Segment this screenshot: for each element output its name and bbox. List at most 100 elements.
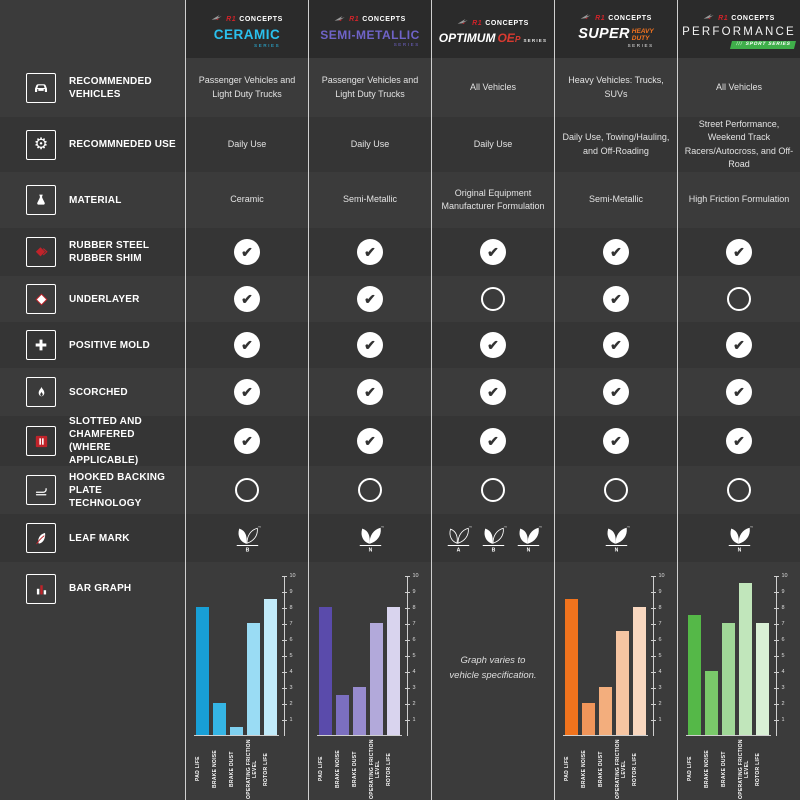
row-label-underlayer: UNDERLAYER — [0, 276, 185, 322]
feature-cell: ✔ — [677, 368, 800, 416]
row-positive-mold: POSITIVE MOLD ✔ ✔ ✔ ✔ ✔ — [0, 322, 800, 368]
flask-icon — [26, 185, 56, 215]
brand-prefix: R1 — [226, 15, 237, 23]
eagle-icon — [457, 18, 469, 28]
axis-label-brake-dust: BRAKE DUST — [720, 751, 727, 787]
series-title-super-heavy-duty: SUPER HEAVY DUTY SERIES — [578, 26, 654, 49]
svg-text:™: ™ — [504, 525, 507, 529]
empty-circle-icon — [727, 478, 751, 502]
check-icon: ✔ — [480, 379, 506, 405]
cell-use-performance: Street Performance, Weekend Track Racers… — [677, 117, 800, 172]
row-label-leaf-mark: LEAF MARK — [0, 514, 185, 562]
row-recommended-use: ⚙ RECOMMNEDED USE Daily Use Daily Use Da… — [0, 117, 800, 172]
plus-icon — [26, 330, 56, 360]
row-material: MATERIAL Ceramic Semi-Metallic Original … — [0, 172, 800, 228]
bar-brake-noise — [212, 703, 226, 735]
axis-label-pad-life: PAD LIFE — [317, 756, 324, 782]
flame-icon — [26, 377, 56, 407]
bar-brake-dust — [721, 623, 735, 735]
cell-use-semi-metallic: Daily Use — [308, 117, 431, 172]
feature-cell: ✔ — [554, 228, 677, 276]
check-icon: ✔ — [603, 428, 629, 454]
r1-concepts-logo: R1 CONCEPTS — [457, 18, 529, 28]
series-title-semi-metallic: SEMI-METALLIC SERIES — [320, 27, 420, 47]
chart-performance: 1 2 3 4 5 6 7 8 9 10 PAD LIFE BRAKE NOISE BRAKE DUST… — [677, 562, 800, 800]
axis-label-operating-friction-level: OPERATING FRICTION LEVEL — [245, 739, 258, 799]
check-icon: ✔ — [726, 239, 752, 265]
gear-icon: ⚙ — [26, 129, 56, 160]
header-spacer — [0, 0, 185, 58]
series-title-optimum: OPTIMUM OE P SERIES — [438, 31, 548, 45]
feature-cell — [431, 466, 554, 514]
check-icon: ✔ — [357, 428, 383, 454]
chart-ceramic: 1 2 3 4 5 6 7 8 9 10 PAD LIFE BRAKE NOISE BRAKE DUST… — [185, 562, 308, 800]
eagle-icon — [580, 13, 592, 23]
bargraph-icon — [26, 574, 56, 604]
column-header-performance: R1 CONCEPTS PERFORMANCE /// SPORT SERIES — [677, 0, 800, 58]
feature-cell: ✔ — [677, 416, 800, 466]
check-icon: ✔ — [480, 428, 506, 454]
cell-leaf-optimum: A ™ B ™ N ™ — [431, 514, 554, 562]
feature-cell: ✔ — [308, 228, 431, 276]
feature-cell: ✔ — [554, 276, 677, 322]
row-hooked-backing-plate: HOOKED BACKING PLATE TECHNOLOGY — [0, 466, 800, 514]
bar-operating-friction-level — [369, 623, 383, 735]
graph-varies-note: Graph varies to vehicle specification. — [449, 655, 537, 681]
feature-cell — [431, 276, 554, 322]
svg-text:™: ™ — [469, 525, 472, 529]
feature-cell — [677, 466, 800, 514]
svg-text:™: ™ — [381, 525, 384, 529]
row-label-recommended-vehicles: RECOMMENDED VEHICLES — [0, 58, 185, 117]
bar-chart: 1 2 3 4 5 6 7 8 9 10 PAD LIFE BRAKE NOISE BRAKE DUST… — [316, 573, 424, 799]
check-icon: ✔ — [726, 379, 752, 405]
leaf-mark-b: B ™ — [233, 523, 261, 554]
empty-circle-icon — [235, 478, 259, 502]
row-label-positive-mold: POSITIVE MOLD — [0, 322, 185, 368]
axis-label-brake-noise: BRAKE NOISE — [580, 749, 587, 789]
bar-chart: 1 2 3 4 5 6 7 8 9 10 PAD LIFE BRAKE NOISE BRAKE DUST… — [685, 573, 793, 799]
cell-use-super: Daily Use, Towing/Hauling, and Off-Roadi… — [554, 117, 677, 172]
feature-cell: ✔ — [431, 368, 554, 416]
check-icon: ✔ — [480, 332, 506, 358]
bar-pad-life — [195, 607, 209, 735]
series-title-ceramic: CERAMIC SERIES — [213, 27, 281, 48]
r1-concepts-logo: R1 CONCEPTS — [211, 14, 283, 24]
check-icon: ✔ — [726, 428, 752, 454]
svg-text:™: ™ — [539, 525, 542, 529]
feature-cell: ✔ — [185, 416, 308, 466]
feature-cell: ✔ — [185, 228, 308, 276]
bar-rotor-life — [263, 599, 277, 735]
bar-chart: 1 2 3 4 5 6 7 8 9 10 PAD LIFE BRAKE NOISE BRAKE DUST… — [193, 573, 301, 799]
leaf-icon — [26, 523, 56, 553]
y-axis: 1 2 3 4 5 6 7 8 9 10 — [774, 573, 793, 736]
feature-cell: ✔ — [308, 368, 431, 416]
cell-material-optimum: Original Equipment Manufacturer Formulat… — [431, 172, 554, 228]
chart-super-heavy-duty: 1 2 3 4 5 6 7 8 9 10 PAD LIFE BRAKE NOISE BRAKE DUST… — [554, 562, 677, 800]
empty-circle-icon — [604, 478, 628, 502]
svg-text:B: B — [492, 547, 496, 553]
series-title-performance: PERFORMANCE /// SPORT SERIES — [682, 27, 797, 49]
bar-operating-friction-level — [246, 623, 260, 735]
eagle-icon — [211, 14, 223, 24]
cell-vehicles-performance: All Vehicles — [677, 58, 800, 117]
check-icon: ✔ — [603, 332, 629, 358]
check-icon: ✔ — [357, 332, 383, 358]
row-bar-graph: BAR GRAPH 1 2 3 4 5 6 7 8 9 10 PAD LIFE BRAKE NOISE… — [0, 562, 800, 800]
feature-cell: ✔ — [431, 228, 554, 276]
bar-brake-noise — [335, 695, 349, 735]
column-header-super-heavy-duty: R1 CONCEPTS SUPER HEAVY DUTY SERIES — [554, 0, 677, 58]
feature-cell: ✔ — [677, 322, 800, 368]
feature-cell — [308, 466, 431, 514]
axis-label-operating-friction-level: OPERATING FRICTION LEVEL — [737, 739, 750, 799]
check-icon: ✔ — [603, 286, 629, 312]
check-icon: ✔ — [726, 332, 752, 358]
bar-rotor-life — [632, 607, 646, 735]
feature-cell: ✔ — [554, 416, 677, 466]
bar-chart: 1 2 3 4 5 6 7 8 9 10 PAD LIFE BRAKE NOISE BRAKE DUST… — [562, 573, 670, 799]
axis-label-pad-life: PAD LIFE — [686, 756, 693, 782]
row-leaf-mark: LEAF MARK B ™ N ™ A ™ B ™ N ™ N ™ N ™ — [0, 514, 800, 562]
check-icon: ✔ — [234, 286, 260, 312]
row-underlayer: UNDERLAYER ✔ ✔ ✔ — [0, 276, 800, 322]
axis-label-rotor-life: ROTOR LIFE — [754, 752, 761, 786]
cell-leaf-super: N ™ — [554, 514, 677, 562]
